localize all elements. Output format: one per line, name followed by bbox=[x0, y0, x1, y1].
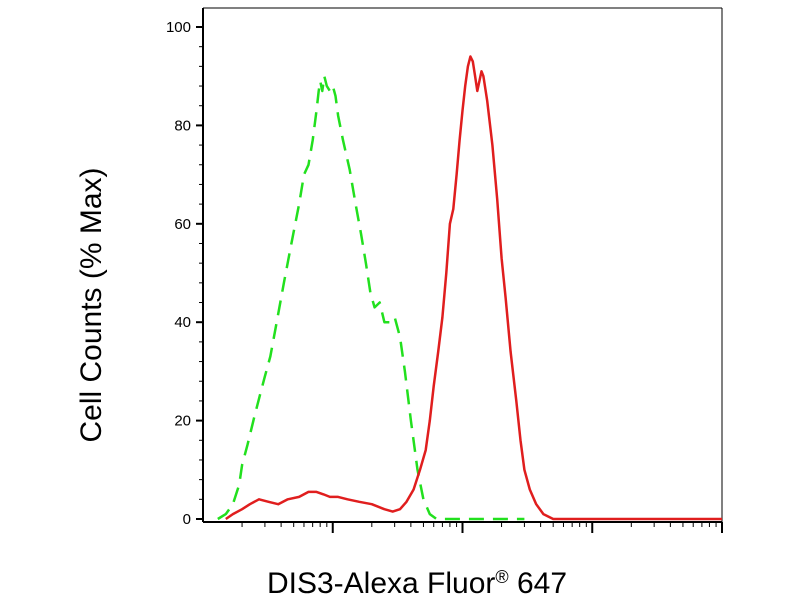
y-tick-label: 20 bbox=[174, 413, 191, 430]
x-axis-title: DIS3-Alexa Fluor® 647 bbox=[267, 567, 567, 600]
y-axis-title: Cell Counts (% Max) bbox=[75, 167, 108, 442]
x-axis-title-suffix: 647 bbox=[509, 567, 567, 600]
y-tick-label: 60 bbox=[174, 216, 191, 233]
series-line-2 bbox=[225, 55, 722, 521]
y-tick-label: 0 bbox=[183, 511, 191, 528]
x-axis-ticks bbox=[241, 522, 723, 533]
y-tick-label: 80 bbox=[174, 117, 191, 134]
series-layer bbox=[217, 55, 722, 521]
axes-frame bbox=[202, 7, 723, 523]
y-axis-ticks: 0 20 40 60 80 100 bbox=[166, 19, 203, 528]
series-line-1 bbox=[217, 74, 525, 521]
y-tick-label: 100 bbox=[166, 19, 191, 36]
y-tick-label: 40 bbox=[174, 314, 191, 331]
x-axis-title-main: DIS3-Alexa Fluor bbox=[267, 567, 495, 600]
x-axis-title-registered-mark: ® bbox=[495, 567, 508, 587]
